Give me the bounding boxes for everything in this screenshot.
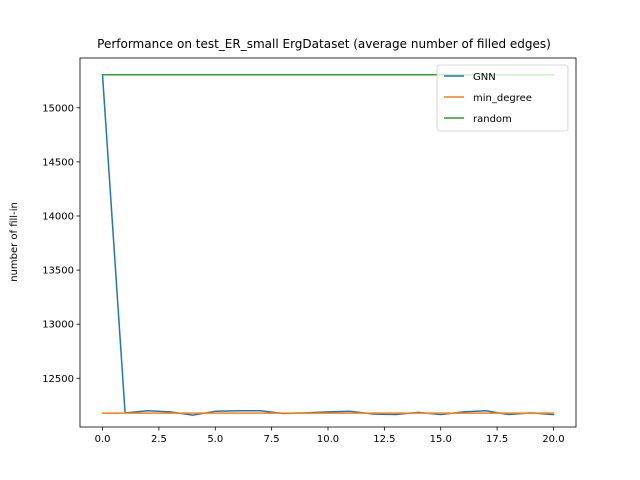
y-tick-label: 13000: [42, 320, 74, 331]
y-tick-label: 12500: [42, 374, 74, 385]
x-tick-label: 12.5: [373, 434, 395, 445]
y-tick-label: 14500: [42, 157, 74, 168]
x-tick-label: 17.5: [486, 434, 508, 445]
x-tick-label: 7.5: [264, 434, 280, 445]
x-tick-label: 0.0: [95, 434, 111, 445]
chart-title: Performance on test_ER_small ErgDataset …: [97, 37, 551, 51]
x-tick-label: 20.0: [542, 434, 564, 445]
y-tick-label: 13500: [42, 266, 74, 277]
y-axis-label: number of fill-in: [9, 202, 20, 282]
y-tick-label: 15000: [42, 103, 74, 114]
plot-area: 0.0 2.5 5.0 7.5 10.0 12.5 15.0 17.5 20.0 12500 130…: [42, 57, 577, 445]
legend-label-GNN: GNN: [473, 72, 496, 83]
legend-label-min-degree: min_degree: [473, 93, 532, 104]
x-tick-label: 15.0: [430, 434, 452, 445]
y-tick-label: 14000: [42, 211, 74, 222]
x-tick-label: 10.0: [317, 434, 339, 445]
legend-label-random: random: [473, 114, 512, 125]
x-tick-label: 5.0: [207, 434, 223, 445]
legend-box: [436, 64, 569, 132]
x-tick-label: 2.5: [151, 434, 167, 445]
